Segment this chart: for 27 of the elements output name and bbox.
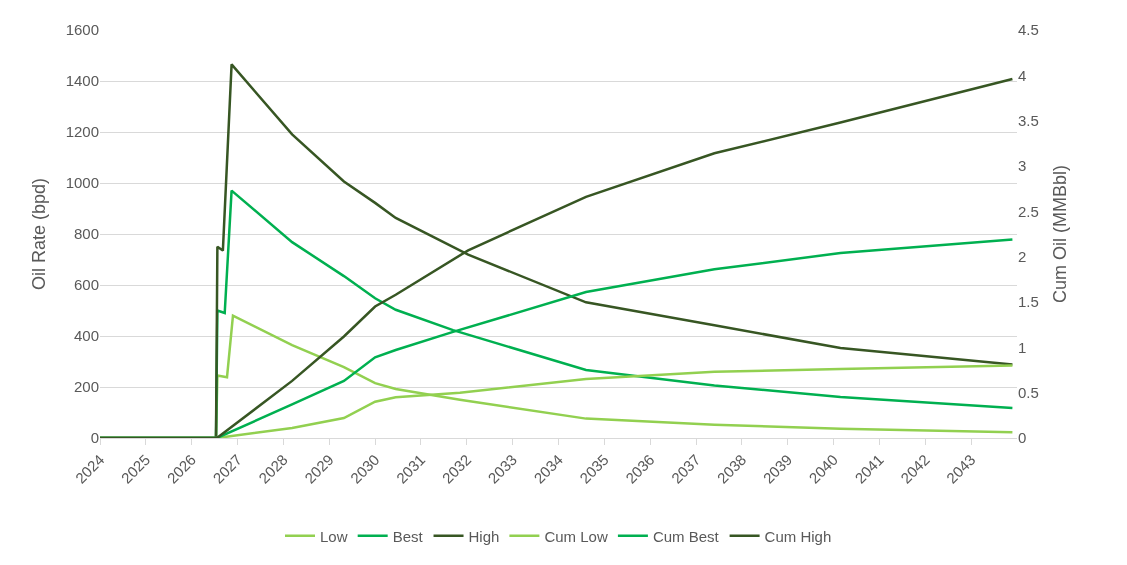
y-axis-title: Oil Rate (bpd) — [28, 177, 49, 291]
y-tick-label: 1600 — [65, 21, 99, 39]
legend-label: Best — [392, 527, 424, 545]
y2-tick-label: 0 — [1018, 429, 1027, 447]
y-tick-label: 200 — [73, 378, 99, 396]
y-tick-label: 600 — [73, 276, 99, 294]
legend-label: Cum Best — [652, 527, 720, 545]
legend-label: Cum High — [764, 527, 832, 545]
y2-tick-label: 2 — [1018, 247, 1027, 265]
y2-tick-label: 1 — [1018, 338, 1027, 356]
legend-label: Cum Low — [544, 527, 608, 545]
y2-tick-label: 4.5 — [1018, 21, 1039, 39]
y2-tick-label: 1.5 — [1018, 293, 1039, 311]
legend-label: High — [468, 527, 500, 545]
y2-tick-label: 0.5 — [1018, 383, 1039, 401]
y-tick-label: 0 — [90, 429, 99, 447]
y2-tick-label: 3 — [1018, 157, 1027, 175]
y-tick-label: 1400 — [65, 72, 99, 90]
y2-tick-label: 3.5 — [1018, 111, 1039, 129]
y-tick-label: 1200 — [65, 123, 99, 141]
y2-tick-label: 2.5 — [1018, 202, 1039, 220]
y-tick-label: 1000 — [65, 174, 99, 192]
y2-axis-title: Cum Oil (MMBbl) — [1049, 165, 1070, 303]
y-tick-label: 400 — [73, 327, 99, 345]
legend-label: Low — [320, 527, 348, 545]
y2-tick-label: 4 — [1018, 66, 1027, 84]
y-tick-label: 800 — [73, 225, 99, 243]
